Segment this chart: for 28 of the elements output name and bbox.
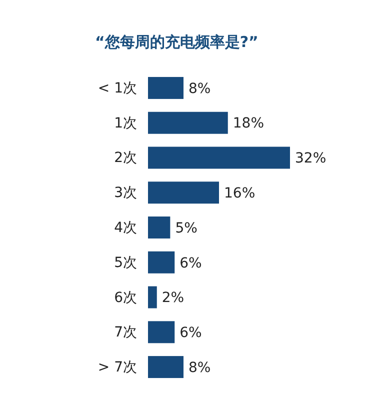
bar (148, 286, 157, 308)
y-tick-label: 6次 (114, 290, 137, 306)
bar (148, 182, 219, 204)
y-tick-label: 2次 (114, 150, 137, 166)
y-tick-label: 4次 (114, 220, 137, 236)
chart-title: “您每周的充电频率是?” (95, 33, 258, 51)
data-label: 8% (188, 80, 211, 97)
data-label: 8% (188, 360, 211, 376)
bar (148, 356, 184, 378)
y-tick-label: 1次 (114, 115, 137, 132)
y-tick-label: < 1次 (98, 80, 137, 96)
bar (148, 112, 228, 134)
bar (148, 251, 175, 274)
data-label: 32% (295, 150, 326, 167)
data-label: 6% (180, 255, 202, 272)
data-label: 5% (175, 220, 198, 236)
y-tick-label: > 7次 (98, 360, 137, 376)
bar (148, 76, 184, 99)
bar (148, 146, 290, 169)
y-tick-label: 7次 (114, 324, 137, 341)
data-label: 18% (232, 116, 264, 132)
bar (148, 321, 175, 344)
bar (148, 216, 170, 238)
y-tick-label: 3次 (114, 185, 137, 202)
data-label: 6% (180, 325, 202, 342)
y-tick-label: 5次 (114, 254, 137, 271)
data-label: 2% (162, 290, 184, 306)
data-label: 16% (224, 186, 256, 202)
